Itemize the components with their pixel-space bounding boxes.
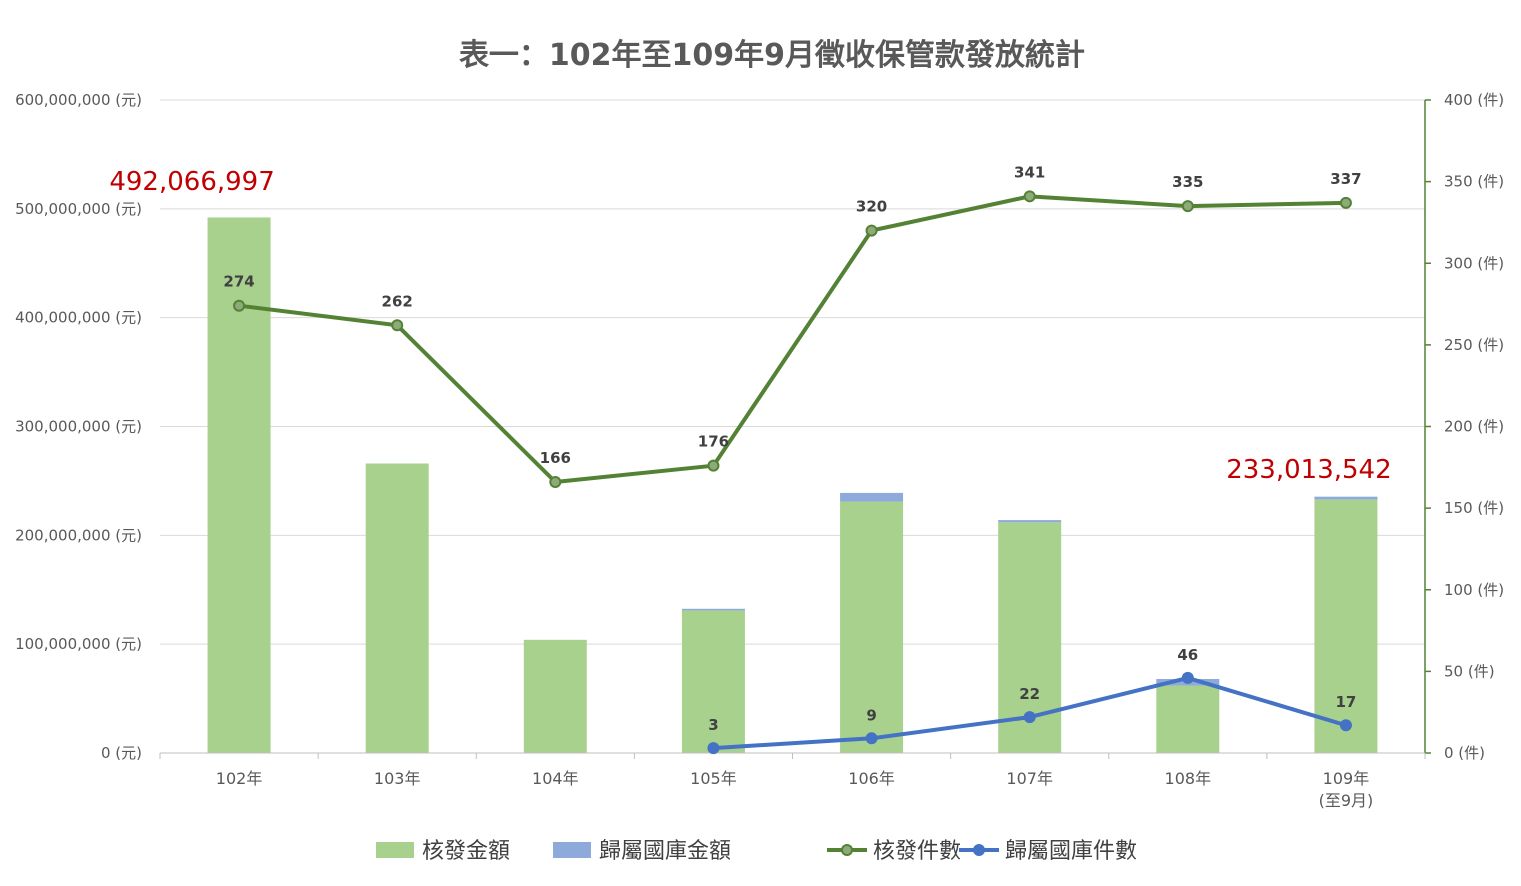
line-hefa-jianshu [238,194,1346,485]
marker-hefa-jianshu [391,319,404,332]
legend-label: 歸屬國庫件數 [1005,839,1137,864]
chart-title: 表一：102年至109年9月徵收保管款發放統計 [459,38,1085,73]
right-axis-tick-label: 50 (件) [1444,662,1495,680]
right-axis-tick-label: 200 (件) [1444,418,1504,436]
right-axis-tick-label: 350 (件) [1444,173,1504,191]
marker-hefa-jianshu [707,459,720,472]
category-label: 103年 [374,769,421,788]
axes: 0 (元) 100,000,000 (元) 200,000,000 (元) 300,0… [15,91,1504,810]
category-label: 107年 [1006,769,1053,788]
marker-hefa-jianshu [1023,190,1036,203]
data-label: 341 [1014,163,1045,181]
bar-guishu-guoku-jine [840,492,904,502]
left-axis-tick-label: 500,000,000 (元) [15,200,142,218]
legend-marker [973,844,985,856]
marker-guishu-guoku-jianshu [1339,719,1352,732]
data-labels: 274 262 166 176 320 341 335 337 3 9 22 46 17 492,066,… [109,163,1391,734]
legend-swatch [376,842,414,858]
left-axis-tick-label: 200,000,000 (元) [15,526,142,544]
marker-hefa-jianshu [549,476,562,489]
data-label: 337 [1330,170,1361,188]
bar-hefa-jine [523,639,587,753]
right-axis-tick-label: 300 (件) [1444,254,1504,272]
bar-guishu-guoku-jine [998,520,1062,523]
legend-swatch [553,842,591,858]
data-label: 335 [1172,173,1203,191]
category-label: 104年 [532,769,579,788]
legend-label: 核發金額 [422,839,510,864]
gridlines [160,99,1425,645]
bar-hefa-jine [365,463,429,753]
bar-guishu-guoku-jine [681,608,745,611]
data-label: 17 [1336,693,1357,711]
category-label: 105年 [690,769,737,788]
data-label: 9 [866,706,876,724]
left-axis-tick-label: 100,000,000 (元) [15,635,142,653]
legend: 核發金額 歸屬國庫金額 核發件數 歸屬國庫件數 [376,839,1137,864]
data-label: 176 [698,433,729,451]
legend-marker [841,844,853,856]
left-axis-tick-label: 400,000,000 (元) [15,309,142,327]
marker-hefa-jianshu [233,299,246,312]
data-label: 274 [223,273,254,291]
bar-hefa-jine [840,501,904,753]
marker-hefa-jianshu [1339,196,1352,209]
data-label: 22 [1019,685,1040,703]
right-axis-tick-label: 250 (件) [1444,336,1504,354]
data-label: 46 [1177,646,1198,664]
marker-guishu-guoku-jianshu [1023,711,1036,724]
data-label: 3 [708,716,718,734]
data-label: 166 [540,449,571,467]
data-label: 262 [382,292,413,310]
bar-guishu-guoku-jine [1314,496,1378,500]
line-series-layer [233,190,1352,755]
category-label: 106年 [848,769,895,788]
left-axis-tick-label: 600,000,000 (元) [15,91,142,109]
value-annotation: 492,066,997 [109,167,274,197]
bar-hefa-jine [1314,499,1378,753]
bar-hefa-jine [681,610,745,753]
left-axis-tick-label: 300,000,000 (元) [15,418,142,436]
marker-hefa-jianshu [865,224,878,237]
category-label: 108年 [1165,769,1212,788]
legend-label: 歸屬國庫金額 [599,839,731,864]
bar-hefa-jine [207,217,271,753]
data-label: 320 [856,198,887,216]
value-annotation: 233,013,542 [1226,455,1391,485]
right-axis-tick-label: 0 (件) [1444,744,1485,762]
marker-guishu-guoku-jianshu [1181,671,1194,684]
category-label: 102年 [216,769,263,788]
right-axis-tick-label: 100 (件) [1444,581,1504,599]
marker-guishu-guoku-jianshu [707,742,720,755]
category-label: 109年(至9月) [1319,769,1374,810]
marker-guishu-guoku-jianshu [865,732,878,745]
right-axis-tick-label: 400 (件) [1444,91,1504,109]
bar-series-layer [207,217,1378,753]
marker-hefa-jianshu [1181,200,1194,213]
bar-hefa-jine [1156,685,1220,753]
legend-label: 核發件數 [873,839,961,864]
right-axis-tick-label: 150 (件) [1444,499,1504,517]
left-axis-tick-label: 0 (元) [101,744,142,762]
